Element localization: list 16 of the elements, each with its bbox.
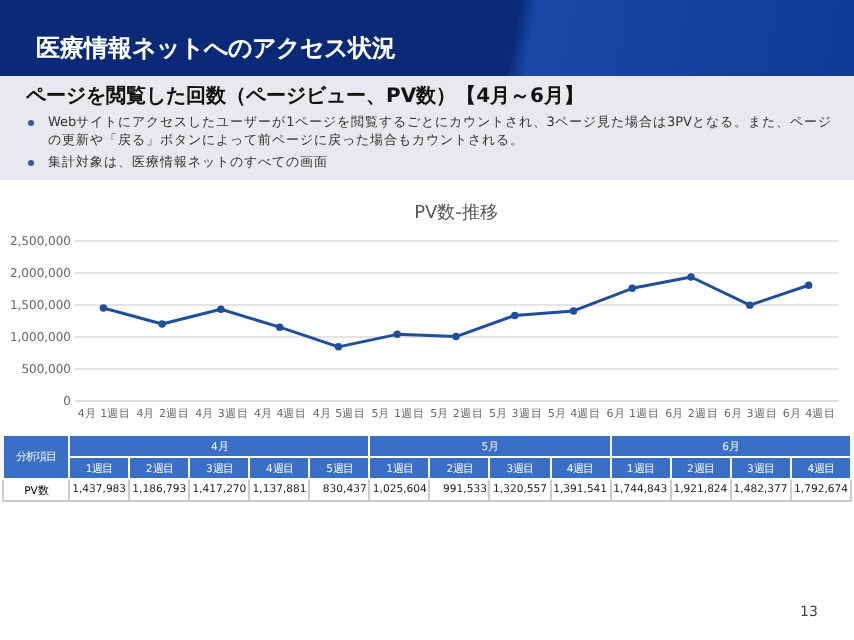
point	[569, 307, 578, 315]
point	[628, 284, 637, 293]
point	[804, 281, 813, 289]
point	[452, 332, 460, 341]
text: ページを閲覧した回数（ページビュー、PV数）【4月～6月】	[26, 83, 586, 110]
point	[511, 311, 519, 320]
point	[334, 343, 343, 351]
point	[158, 320, 166, 328]
point	[275, 323, 284, 331]
chart-title: PV数-推移	[414, 202, 498, 224]
point	[746, 301, 754, 309]
point	[99, 304, 108, 312]
point	[217, 305, 225, 314]
text: 医療情報ネットへのアクセス状況	[0, 0, 854, 76]
point	[393, 330, 401, 339]
point	[687, 273, 695, 281]
